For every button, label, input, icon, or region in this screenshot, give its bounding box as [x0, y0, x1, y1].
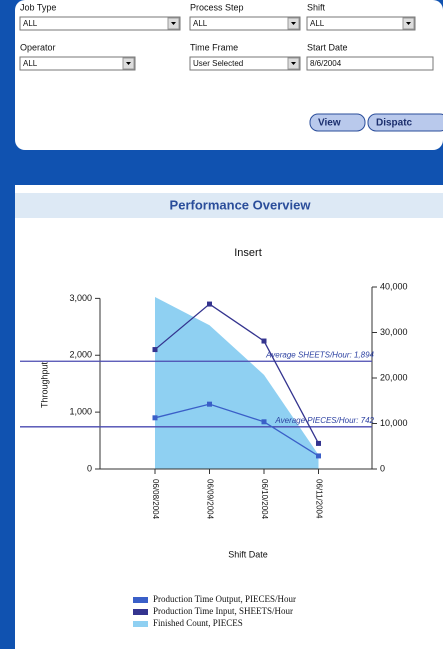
field-label: Time Frame: [190, 42, 238, 52]
legend-swatch: [133, 621, 148, 627]
area: [155, 297, 319, 469]
x-tick-label: 06/08/2004: [151, 479, 160, 520]
legend-label: Production Time Output, PIECES/Hour: [153, 594, 296, 604]
series-line: [154, 403, 319, 457]
tick-label: 3,000: [69, 293, 92, 303]
field-value: 8/6/2004: [310, 59, 342, 68]
point: [152, 415, 158, 421]
point: [261, 338, 267, 344]
arrow-icon: [291, 22, 296, 25]
field-label: Job Type: [20, 2, 56, 12]
tick-label: 2,000: [69, 350, 92, 360]
button[interactable]: [309, 113, 366, 132]
x-tick-label: 06/09/2004: [205, 479, 214, 520]
legend-label: Finished Count, PIECES: [153, 618, 243, 628]
arrow-icon: [126, 62, 131, 65]
legend-swatch: [133, 597, 148, 603]
select[interactable]: [306, 16, 416, 31]
legend-label: Production Time Input, SHEETS/Hour: [153, 606, 293, 616]
series-line: [154, 303, 320, 444]
section-band: [15, 193, 443, 218]
point: [261, 419, 267, 425]
x-tick-label: 06/11/2004: [314, 479, 323, 519]
button[interactable]: [367, 113, 443, 132]
point: [207, 401, 212, 407]
point: [316, 440, 321, 446]
field-value: ALL: [23, 59, 38, 68]
arrow-icon: [291, 62, 296, 65]
point: [207, 301, 212, 307]
tick-label: 10,000: [380, 418, 408, 428]
average-label: Average PIECES/Hour: 742: [274, 416, 374, 425]
button-label: Dispatc: [376, 118, 413, 129]
select[interactable]: [19, 56, 136, 71]
tick-label: 0: [380, 463, 385, 473]
field-value: ALL: [310, 19, 325, 28]
point: [316, 453, 321, 459]
field-label: Operator: [20, 42, 56, 52]
filter-panel: [15, 0, 443, 150]
legend-swatch: [133, 609, 148, 615]
input[interactable]: [306, 56, 434, 71]
field-label: Shift: [307, 2, 326, 12]
tick-label: 30,000: [380, 327, 408, 337]
arrow-icon: [406, 22, 411, 25]
field-value: ALL: [193, 19, 208, 28]
field-label: Process Step: [190, 2, 244, 12]
arrow-icon: [171, 22, 176, 25]
field-value: User Selected: [193, 59, 243, 68]
select[interactable]: [19, 16, 181, 31]
tick-label: 1,000: [69, 407, 92, 417]
tick-label: 0: [87, 463, 92, 473]
tick-label: 20,000: [380, 372, 408, 382]
button-label: View: [318, 118, 341, 129]
chart-title: Insert: [234, 247, 262, 259]
tick-label: 40,000: [380, 281, 408, 291]
y-axis-label: Throughput: [39, 361, 49, 408]
select[interactable]: [189, 16, 301, 31]
field-label: Start Date: [307, 42, 348, 52]
x-tick-label: 06/10/2004: [260, 479, 269, 520]
point: [152, 347, 158, 353]
x-axis-label: Shift Date: [228, 549, 268, 559]
section-title: Performance Overview: [170, 197, 312, 212]
select[interactable]: [189, 56, 301, 71]
field-value: ALL: [23, 19, 38, 28]
average-label: Average SHEETS/Hour: 1,894: [265, 350, 374, 359]
